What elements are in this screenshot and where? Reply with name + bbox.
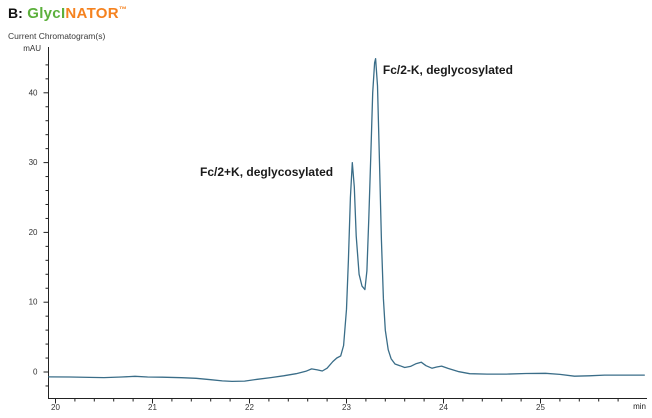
svg-text:10: 10 <box>29 298 38 307</box>
logo-green-text: GlycI <box>27 5 66 22</box>
x-axis-unit-label: min <box>633 402 646 411</box>
peak-label-fc2-minus-k: Fc/2-K, deglycosylated <box>382 62 513 77</box>
panel-letter-label: B: <box>8 5 23 21</box>
svg-text:25: 25 <box>536 403 545 412</box>
peak-label-fc2-plus-k: Fc/2+K, deglycosylated <box>200 164 334 179</box>
svg-text:0: 0 <box>33 368 38 377</box>
chart-title: Current Chromatogram(s) <box>8 31 106 41</box>
logo-orange-text: NATOR <box>65 5 119 22</box>
svg-text:20: 20 <box>51 403 60 412</box>
glycinator-logo: GlycINATOR™ <box>27 5 127 22</box>
trademark-symbol: ™ <box>118 5 128 14</box>
svg-text:24: 24 <box>439 403 448 412</box>
app-header: B: GlycINATOR™ <box>8 5 127 23</box>
svg-text:20: 20 <box>29 228 38 237</box>
svg-text:23: 23 <box>342 403 351 412</box>
svg-text:40: 40 <box>29 88 38 97</box>
svg-text:22: 22 <box>245 403 254 412</box>
y-axis-unit-label: mAU <box>23 44 41 53</box>
svg-text:30: 30 <box>29 158 38 167</box>
svg-text:21: 21 <box>148 403 157 412</box>
